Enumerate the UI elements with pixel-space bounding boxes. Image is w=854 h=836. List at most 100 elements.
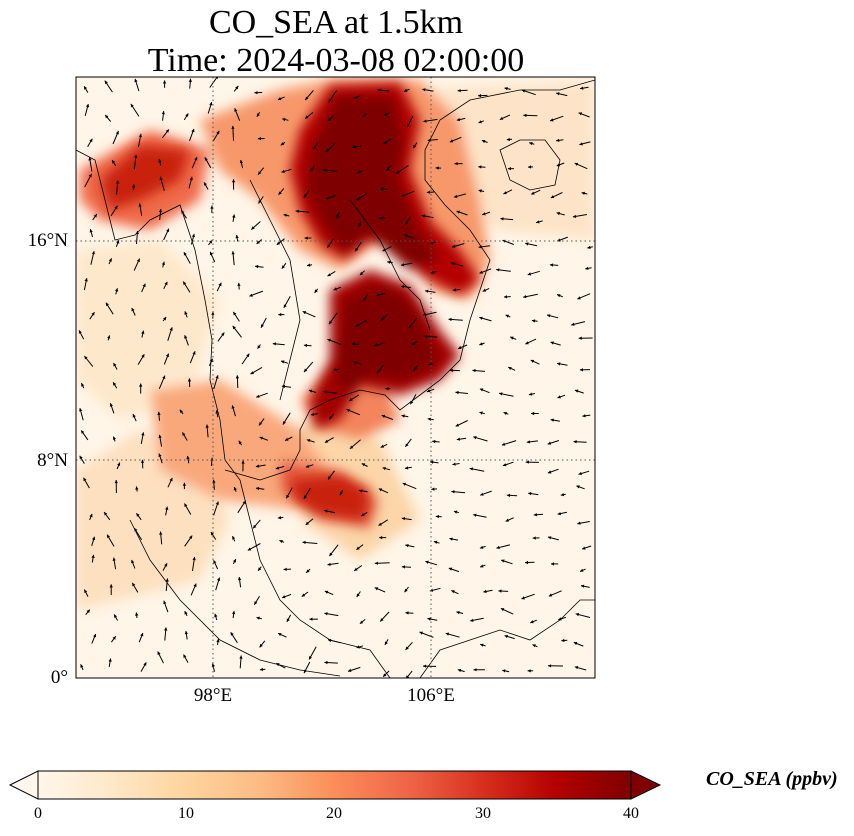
wind-vector-head [579,368,583,372]
wind-vector-head [281,169,285,173]
wind-vector-head [549,263,554,267]
wind-vector-head [525,560,529,565]
wind-vector-head [278,191,282,195]
wind-vector-head [136,258,140,263]
wind-vector-head [458,345,462,350]
wind-vector-head [561,638,565,643]
wind-vector-head [232,536,236,540]
wind-vector-head [572,214,577,218]
wind-vector-head [578,112,583,116]
wind-vector-head [431,487,435,491]
wind-vector-head [303,194,307,198]
wind-vector-head [433,540,438,544]
wind-vector-head [432,439,436,444]
wind-vector-head [479,270,483,274]
wind-vector-head [304,236,308,240]
wind-vector-head [478,245,482,249]
wind-vector-head [356,645,360,649]
wind-vector-head [216,639,220,643]
wind-vector-head [283,567,287,571]
wind-vector-head [255,464,260,468]
wind-vector-head [162,80,167,84]
wind-vector-head [88,157,92,161]
wind-vector-head [336,214,340,219]
wind-vector-head [112,436,116,440]
wind-vector-head [134,78,138,83]
wind-vector-head [192,556,196,561]
wind-vector-head [560,493,565,497]
wind-vector-head [251,226,255,230]
wind-vector-head [84,86,88,90]
wind-vector-head [348,668,352,672]
wind-vector-head [113,363,117,367]
wind-vector-head [501,559,505,563]
wind-vector-head [502,669,506,673]
wind-vector-head [281,384,286,389]
wind-vector-head [83,477,87,482]
wind-vector-head [109,584,113,588]
wind-vector-head [479,388,484,392]
wind-vector-head [81,383,85,387]
wind-vector-head [355,247,359,252]
wind-vector-head [499,392,503,396]
wind-vector-head [241,460,245,464]
colorbar-max-extend [630,770,662,800]
wind-vector-head [306,569,310,573]
wind-vector-head [413,366,417,371]
wind-vector-head [215,410,219,414]
wind-vector-head [528,491,532,496]
wind-vector-head [396,170,400,174]
wind-vector-head [582,414,586,418]
wind-vector-head [286,494,290,499]
wind-vector-head [140,633,144,637]
wind-vector-head [479,411,483,415]
colorbar-tick-30: 30 [475,805,491,822]
wind-vector-head [425,560,429,564]
wind-vector-head [380,187,384,191]
wind-vector-head [501,442,506,446]
wind-vector-head [427,617,431,621]
wind-vector-head [105,114,109,119]
wind-vector-head [187,378,192,382]
wind-vector-head [548,593,553,597]
wind-vector-head [191,233,195,238]
wind-vector-head [479,316,483,320]
wind-vector-head [523,295,527,299]
wind-vector-head [496,268,500,272]
wind-vector-head [246,353,250,358]
wind-vector-head [386,167,390,171]
wind-vector-head [356,593,360,597]
wind-vector-head [165,353,169,358]
wind-vector-head [528,392,533,396]
wind-vector-head [556,163,561,167]
wind-vector-head [218,282,222,287]
wind-vector-head [445,632,450,636]
wind-vector-head [329,552,333,557]
wind-vector-head [254,601,258,605]
wind-vector-head [257,345,261,349]
wind-vector-head [435,514,439,519]
wind-vector-head [424,334,428,338]
wind-vector-head [184,611,188,615]
wind-vector-head [585,266,589,270]
wind-vector-head [457,668,462,673]
wind-vector-head [306,439,311,443]
wind-vector-head [575,612,580,617]
wind-vector-head [472,368,476,373]
wind-vector-head [374,343,378,347]
wind-vector-head [326,196,331,200]
wind-vector-head [407,123,410,128]
wind-vector-head [504,634,508,639]
wind-vector-head [405,646,409,650]
wind-vector-head [361,513,365,517]
wind-vector-head [500,217,504,221]
wind-vector-head [405,611,409,615]
wind-vector-head [498,589,502,593]
wind-vector-head [532,644,536,648]
wind-vector-head [309,617,313,621]
wind-vector-head [421,214,425,218]
wind-vector-head [333,367,337,372]
wind-vector-head [401,517,406,521]
wind-vector-head [249,293,253,297]
wind-vector-head [239,655,243,659]
